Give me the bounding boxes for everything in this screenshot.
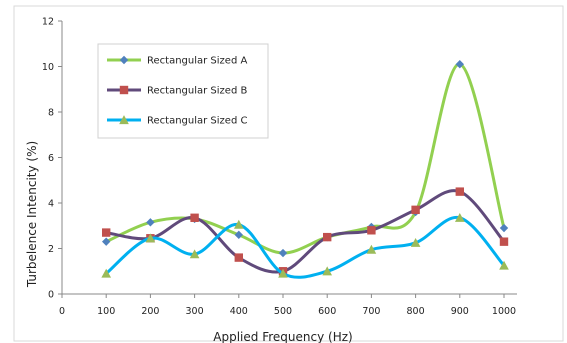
plot-frame xyxy=(13,5,564,342)
legend-item-rectangular-sized-c: Rectangular Sized C xyxy=(107,115,247,127)
x-tick-label: 0 xyxy=(59,306,65,317)
y-tick-label: 6 xyxy=(48,153,54,164)
y-tick-label: 4 xyxy=(48,199,54,210)
data-point-rectangular-sized-a xyxy=(278,248,288,258)
x-tick-label: 100 xyxy=(97,306,115,317)
data-point-rectangular-sized-c xyxy=(454,212,465,222)
data-point-rectangular-sized-b xyxy=(367,226,376,235)
data-point-rectangular-sized-c xyxy=(278,268,288,278)
data-point-rectangular-sized-c xyxy=(101,268,112,278)
data-point-rectangular-sized-b xyxy=(234,253,243,262)
legend-marker-rectangular-sized-b xyxy=(119,85,129,95)
x-tick-label: 500 xyxy=(274,306,292,317)
data-point-rectangular-sized-c xyxy=(233,219,244,229)
data-point-rectangular-sized-a xyxy=(102,237,111,246)
data-point-rectangular-sized-a xyxy=(455,60,464,69)
data-point-rectangular-sized-c xyxy=(189,249,200,259)
x-tick-label: 400 xyxy=(230,306,248,317)
data-point-rectangular-sized-c xyxy=(499,260,509,270)
data-point-rectangular-sized-b xyxy=(499,237,509,246)
legend-item-rectangular-sized-a: Rectangular Sized A xyxy=(107,56,247,67)
x-axis-ticks: 0 100 200 300 400 500 600 700 800 900 1000 xyxy=(59,294,516,317)
legend-items: Rectangular Sized A Rectangular Sized B Re… xyxy=(107,56,247,127)
x-tick-label: 800 xyxy=(407,306,425,317)
x-tick-label: 200 xyxy=(141,306,159,317)
legend-marker-rectangular-sized-c xyxy=(119,115,129,125)
y-axis-title: Turbelence Intencity (%) xyxy=(25,141,39,288)
data-point-rectangular-sized-c xyxy=(145,233,156,243)
legend: Rectangular Sized A Rectangular Sized B Re… xyxy=(97,43,269,139)
x-axis-title: Applied Frequency (Hz) xyxy=(213,330,352,343)
legend-item-rectangular-sized-b: Rectangular Sized B xyxy=(107,86,247,97)
data-point-rectangular-sized-c xyxy=(322,266,333,276)
data-point-rectangular-sized-b xyxy=(411,205,420,215)
legend-label: Rectangular Sized C xyxy=(147,116,247,127)
y-tick-label: 10 xyxy=(42,62,54,73)
legend-label: Rectangular Sized A xyxy=(147,56,247,67)
data-point-rectangular-sized-b xyxy=(190,213,199,222)
y-axis-ticks: 0 2 4 6 8 10 12 xyxy=(42,17,62,301)
y-tick-label: 0 xyxy=(48,290,54,301)
x-tick-label: 1000 xyxy=(492,306,516,317)
series-layer xyxy=(101,60,509,279)
data-point-rectangular-sized-c xyxy=(366,244,377,254)
series-rectangular-sized-c xyxy=(101,212,509,279)
legend-label: Rectangular Sized B xyxy=(147,86,247,97)
y-tick-label: 8 xyxy=(48,108,54,119)
data-point-rectangular-sized-a xyxy=(499,223,509,233)
data-point-rectangular-sized-a xyxy=(234,230,243,240)
legend-marker-rectangular-sized-a xyxy=(119,55,129,65)
series-rectangular-sized-b xyxy=(102,187,509,276)
x-tick-label: 600 xyxy=(318,306,336,317)
data-point-rectangular-sized-b xyxy=(102,228,111,237)
x-tick-label: 900 xyxy=(451,306,469,317)
y-tick-label: 2 xyxy=(48,244,54,255)
data-point-rectangular-sized-b xyxy=(455,187,464,196)
y-tick-label: 12 xyxy=(42,17,54,28)
data-point-rectangular-sized-b xyxy=(323,232,332,242)
x-tick-label: 300 xyxy=(186,306,204,317)
data-point-rectangular-sized-c xyxy=(410,237,421,247)
series-line-rectangular-sized-c xyxy=(104,216,506,279)
x-tick-label: 700 xyxy=(362,306,380,317)
data-point-rectangular-sized-a xyxy=(146,218,155,227)
series-line-rectangular-sized-b xyxy=(104,189,506,274)
